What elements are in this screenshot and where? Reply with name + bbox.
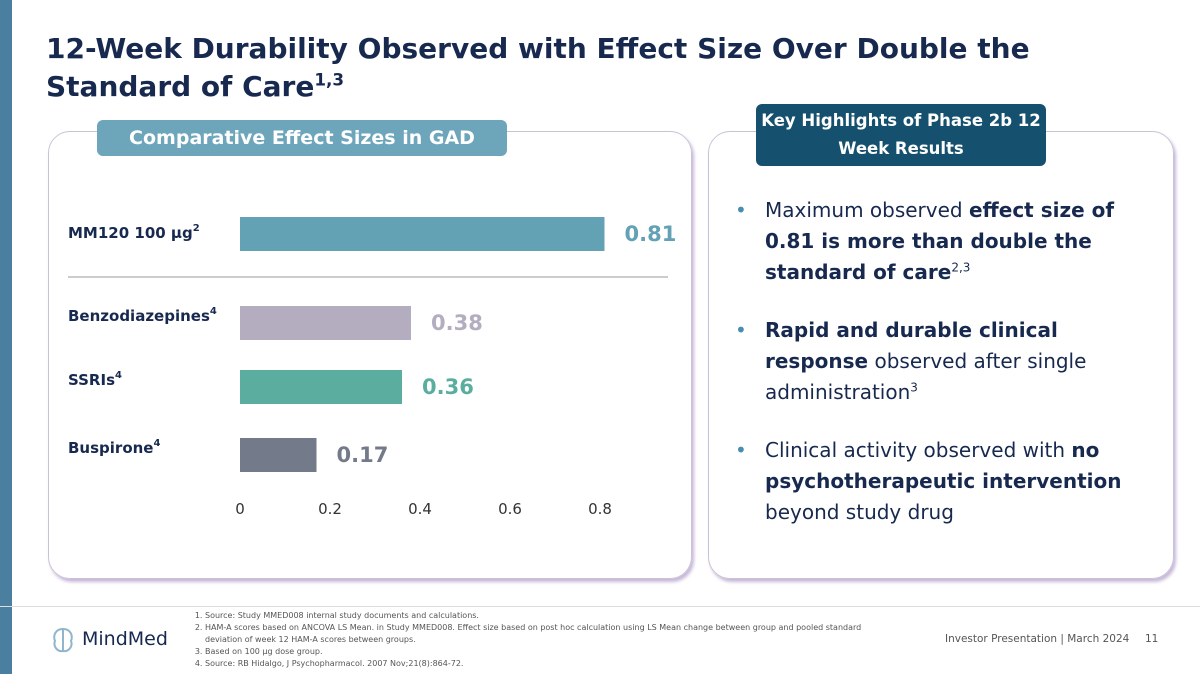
x-tick-label: 0.6: [498, 500, 522, 518]
panel-header: Comparative Effect Sizes in GAD: [97, 120, 507, 156]
panel-header: Key Highlights of Phase 2b 12 Week Resul…: [756, 104, 1046, 166]
category-text: Benzodiazepines: [68, 307, 210, 325]
slide-title: 12-Week Durability Observed with Effect …: [46, 30, 1146, 106]
category-label: Buspirone4: [68, 438, 160, 457]
footnote: Source: Study MMED008 internal study doc…: [205, 610, 885, 622]
category-text: SSRIs: [68, 371, 115, 389]
category-label: SSRIs4: [68, 370, 122, 389]
bullet: Maximum observed effect size of 0.81 is …: [735, 195, 1155, 288]
bullet-note: 2,3: [951, 260, 971, 275]
value-label: 0.17: [337, 443, 389, 467]
page-number: 11: [1145, 633, 1159, 645]
x-tick-label: 0.4: [408, 500, 432, 518]
footer-text: Investor Presentation | March 2024: [945, 633, 1130, 645]
bullet-text: beyond study drug: [765, 500, 954, 524]
bullet-text: Maximum observed: [765, 198, 969, 222]
footnote: Source: RB Hidalgo, J Psychopharmacol. 2…: [205, 658, 885, 670]
footer-rule: [0, 606, 1200, 607]
x-tick-label: 0.8: [588, 500, 612, 518]
category-label: MM120 100 µg2: [68, 223, 200, 242]
category-text: MM120 100 µg: [68, 224, 193, 242]
category-text: Buspirone: [68, 439, 153, 457]
bullet-text: no psychotherapeutic intervention: [765, 438, 1122, 493]
title-note: 1,3: [314, 69, 345, 90]
bar: [240, 217, 605, 251]
category-note: 4: [115, 370, 122, 381]
bullet-text: Rapid and durable clinical response: [765, 318, 1058, 373]
value-label: 0.36: [422, 375, 474, 399]
logo-icon: [53, 627, 73, 653]
category-label: Benzodiazepines4: [68, 306, 217, 325]
footnote: Based on 100 µg dose group.: [205, 646, 885, 658]
bar: [240, 370, 402, 404]
bullet: Rapid and durable clinical response obse…: [735, 315, 1155, 408]
category-note: 4: [210, 306, 217, 317]
bullet: Clinical activity observed with no psych…: [735, 435, 1155, 528]
x-tick-label: 0.2: [318, 500, 342, 518]
value-label: 0.81: [625, 222, 677, 246]
brand: MindMed: [82, 628, 168, 650]
bullet-text: Clinical activity observed with: [765, 438, 1072, 462]
bar: [240, 438, 317, 472]
value-label: 0.38: [431, 311, 483, 335]
bullet-note: 3: [910, 380, 918, 395]
category-note: 2: [193, 223, 200, 234]
footnote: HAM-A scores based on ANCOVA LS Mean. in…: [205, 622, 885, 646]
title-text: 12-Week Durability Observed with Effect …: [46, 32, 1030, 103]
side-strip: [0, 0, 12, 674]
highlights: Maximum observed effect size of 0.81 is …: [735, 195, 1155, 555]
footnotes: Source: Study MMED008 internal study doc…: [185, 610, 885, 670]
category-note: 4: [153, 438, 160, 449]
bullet-text: observed after single administration: [765, 349, 1087, 404]
bullet-text: effect size of 0.81 is more than double …: [765, 198, 1115, 284]
bar: [240, 306, 411, 340]
x-tick-label: 0: [235, 500, 245, 518]
